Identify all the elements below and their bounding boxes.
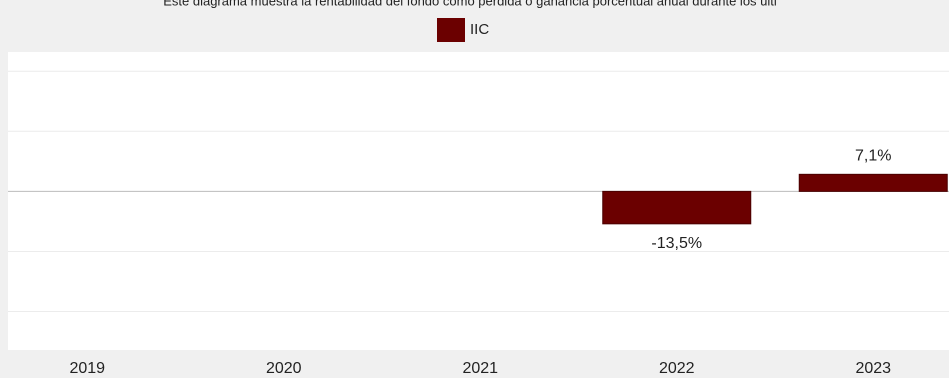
legend-label: IIC [470, 21, 489, 38]
x-tick-label: 2020 [266, 360, 302, 377]
x-tick-label: 2023 [855, 360, 891, 377]
bar [798, 173, 948, 192]
x-tick-label: 2021 [462, 360, 498, 377]
value-label: -13,5% [651, 235, 702, 252]
legend-swatch [437, 18, 465, 42]
bar [602, 190, 752, 225]
chart-title: Este diagrama muestra la rentabilidad de… [163, 0, 777, 8]
x-tick-label: 2019 [69, 360, 105, 377]
value-label: 7,1% [855, 148, 891, 165]
plot-area [8, 52, 949, 350]
x-tick-label: 2022 [659, 360, 695, 377]
